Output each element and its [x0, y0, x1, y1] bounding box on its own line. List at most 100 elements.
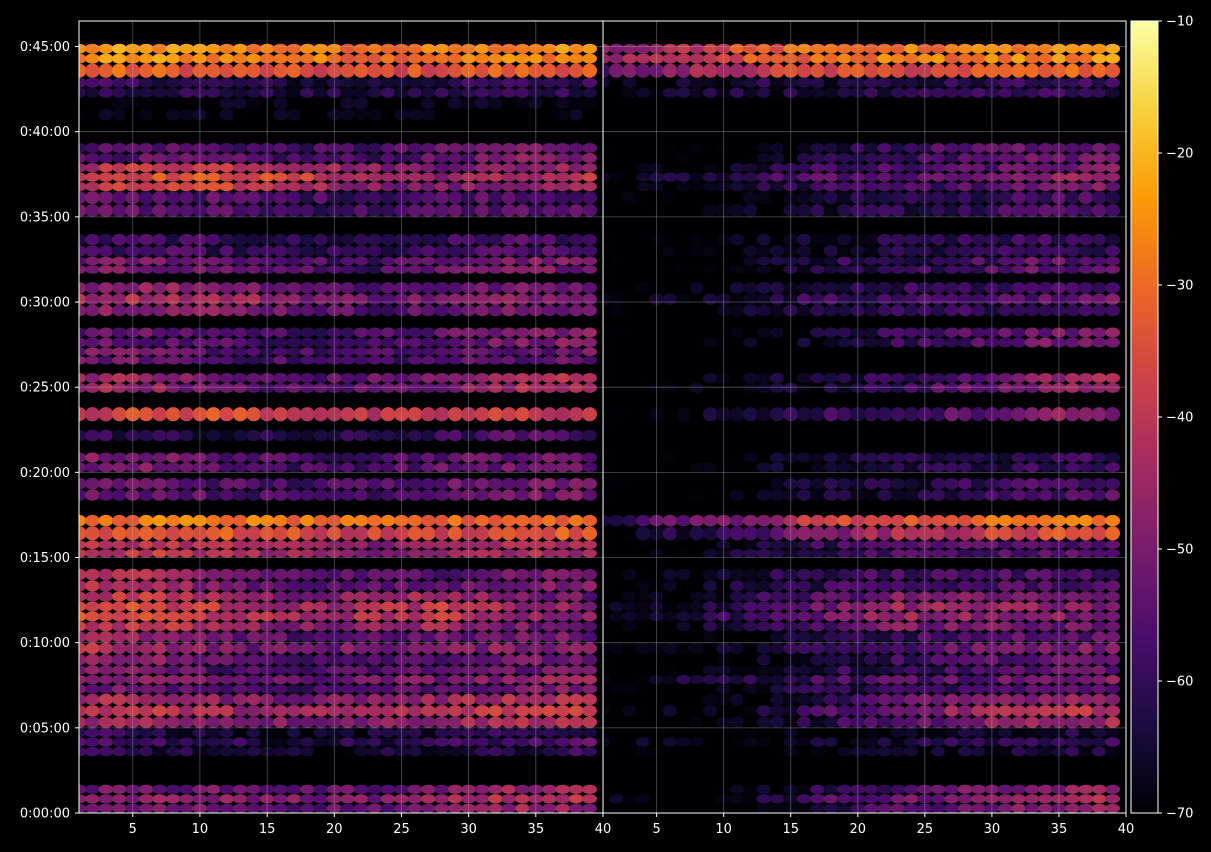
heatmap-cell: [890, 665, 906, 675]
heatmap-cell: [192, 665, 208, 675]
heatmap-cell: [165, 737, 181, 747]
heatmap-cell: [300, 77, 315, 88]
heatmap-cell: [367, 204, 382, 217]
heatmap-cell: [1024, 621, 1040, 632]
heatmap-cell: [474, 181, 490, 192]
heatmap-cell: [1038, 245, 1053, 257]
heatmap-cell: [434, 621, 450, 632]
heatmap-cell: [501, 601, 517, 612]
heatmap-cell: [528, 327, 544, 338]
heatmap-cell: [603, 737, 611, 747]
heatmap-cell: [273, 282, 288, 294]
heatmap-cell: [246, 693, 262, 706]
heatmap-cell: [98, 794, 114, 804]
heatmap-cell: [823, 63, 839, 78]
heatmap-cell: [232, 153, 248, 163]
heatmap-cell: [380, 153, 396, 163]
heatmap-cell: [997, 256, 1013, 266]
heatmap-cell: [515, 621, 530, 632]
heatmap-cell: [957, 233, 973, 246]
heatmap-cell: [1065, 204, 1080, 217]
heatmap-cell: [837, 611, 852, 622]
heatmap-cell: [997, 737, 1013, 747]
heatmap-cell: [165, 327, 181, 338]
heatmap-cell: [649, 43, 664, 54]
heatmap-cell: [890, 746, 906, 757]
heatmap-cell: [863, 784, 879, 794]
heatmap-cell: [823, 233, 839, 246]
heatmap-cell: [1038, 172, 1053, 182]
heatmap-cell: [528, 611, 544, 622]
heatmap-cell: [232, 784, 248, 794]
heatmap-cell: [461, 654, 476, 666]
heatmap-cell: [474, 63, 490, 78]
heatmap-cell: [1091, 153, 1107, 163]
heatmap-cell: [232, 452, 248, 463]
heatmap-cell: [904, 568, 919, 581]
heatmap-cell: [1024, 462, 1040, 473]
heatmap-cell: [259, 642, 275, 655]
heatmap-cell: [971, 631, 986, 643]
heatmap-cell: [783, 611, 799, 622]
heatmap-cell: [783, 568, 799, 581]
heatmap-cell: [702, 256, 718, 266]
heatmap-cell: [394, 784, 409, 794]
heatmap-cell: [1091, 705, 1107, 717]
heatmap-cell: [434, 163, 450, 173]
heatmap-cell: [609, 53, 624, 64]
heatmap-cell: [568, 489, 584, 501]
heatmap-cell: [877, 77, 892, 88]
heatmap-cell: [582, 803, 597, 813]
heatmap-cell: [877, 526, 892, 541]
heatmap-cell: [300, 245, 315, 257]
heatmap-cell: [206, 693, 221, 706]
heatmap-cell: [930, 746, 946, 757]
heatmap-cell: [635, 265, 651, 274]
heatmap-cell: [353, 716, 369, 728]
heatmap-cell: [447, 462, 463, 473]
heatmap-cell: [85, 337, 100, 348]
heatmap-cell: [501, 256, 517, 266]
heatmap-cell: [957, 407, 973, 422]
heatmap-cell: [407, 746, 423, 757]
heatmap-cell: [1091, 53, 1107, 64]
heatmap-cell: [1091, 181, 1107, 192]
heatmap-cell: [890, 327, 906, 338]
heatmap-cell: [286, 429, 302, 442]
heatmap-cell: [420, 282, 436, 294]
heatmap-cell: [246, 489, 262, 501]
heatmap-cell: [1024, 746, 1040, 757]
heatmap-cell: [971, 233, 986, 246]
heatmap-cell: [165, 642, 181, 655]
heatmap-cell: [286, 514, 302, 527]
heatmap-cell: [568, 526, 584, 541]
heatmap-cell: [1024, 163, 1040, 173]
heatmap-cell: [326, 642, 342, 655]
heatmap-cell: [850, 87, 866, 98]
heatmap-cell: [997, 245, 1013, 257]
heatmap-cell: [515, 407, 530, 422]
heatmap-cell: [689, 327, 705, 338]
heatmap-cell: [488, 355, 503, 365]
heatmap-cell: [179, 611, 194, 622]
heatmap-cell: [447, 665, 463, 675]
heatmap-cell: [192, 347, 208, 357]
heatmap-cell: [501, 452, 517, 463]
heatmap-cell: [823, 304, 839, 317]
heatmap-cell: [85, 282, 100, 294]
heatmap-cell: [944, 794, 960, 804]
heatmap-cell: [944, 382, 960, 393]
heatmap-cell: [259, 153, 275, 163]
heatmap-cell: [823, 684, 839, 694]
heatmap-cell: [635, 727, 651, 738]
heatmap-cell: [810, 611, 825, 622]
heatmap-cell: [380, 337, 396, 348]
heatmap-cell: [407, 727, 423, 738]
heatmap-cell: [622, 601, 638, 612]
heatmap-cell: [837, 580, 852, 592]
heatmap-cell: [609, 580, 624, 592]
heatmap-cell: [219, 654, 235, 666]
heatmap-cell: [353, 746, 369, 757]
heatmap-cell: [474, 549, 490, 558]
heatmap-cell: [702, 265, 718, 274]
